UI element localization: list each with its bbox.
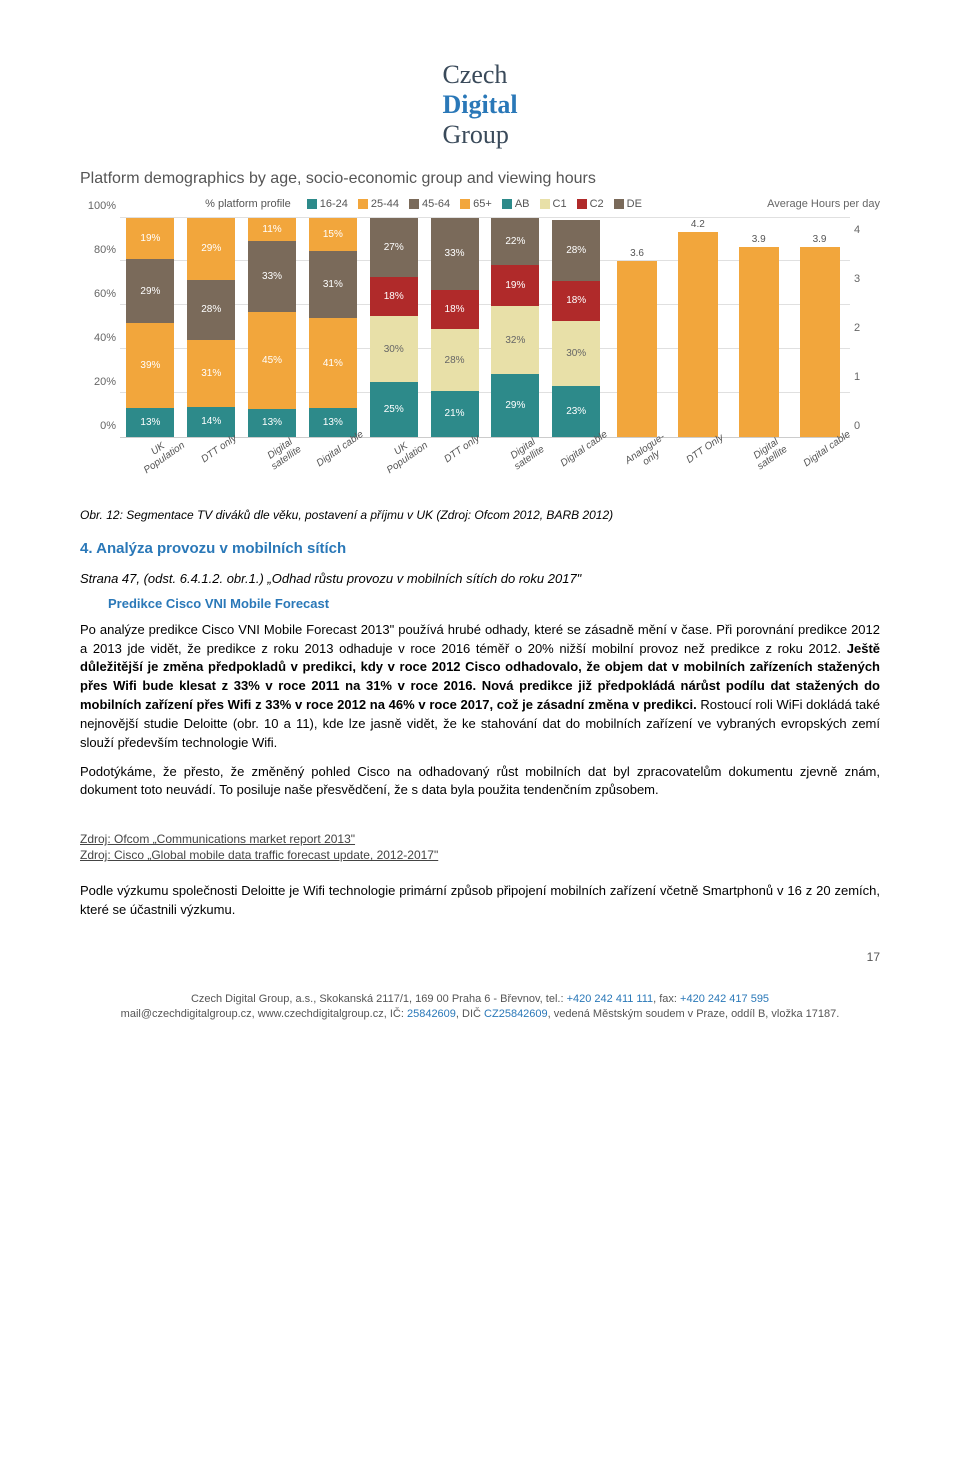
y-axis-left: 0%20%40%60%80%100% [80, 218, 120, 438]
section-heading: 4. Analýza provozu v mobilních sítích [80, 540, 880, 557]
legend-item: C2 [577, 198, 604, 210]
legend-item: C1 [540, 198, 567, 210]
bar-group: 13%41%31%15% [302, 218, 363, 437]
logo-digital: Digital [442, 90, 517, 120]
legend-item: 16-24 [307, 198, 348, 210]
bar-group: 13%39%29%19% [120, 218, 181, 437]
chart-legend: % platform profile 16-24 25-44 45-64 65+ AB C… [205, 198, 642, 210]
x-axis-labels: UK PopulationDTT onlyDigital satelliteDi… [120, 438, 850, 488]
chart-container: Platform demographics by age, socio-econ… [80, 170, 880, 488]
paragraph-1: Po analýze predikce Cisco VNI Mobile For… [80, 621, 880, 753]
page-reference: Strana 47, (odst. 6.4.1.2. obr.1.) „Odha… [80, 571, 880, 586]
legend-item: 45-64 [409, 198, 450, 210]
bar-group: 14%31%28%29% [181, 218, 242, 437]
bar-group: 29%32%19%22% [485, 218, 546, 437]
paragraph-3: Podle výzkumu společnosti Deloitte je Wi… [80, 882, 880, 920]
y-axis-right: 01234 [850, 218, 880, 438]
figure-caption: Obr. 12: Segmentace TV diváků dle věku, … [80, 508, 880, 522]
legend-left-header: % platform profile [205, 198, 291, 210]
legend-item: 65+ [460, 198, 492, 210]
legend-item: 25-44 [358, 198, 399, 210]
paragraph-2: Podotýkáme, že přesto, že změněný pohled… [80, 763, 880, 801]
source-2: Zdroj: Cisco „Global mobile data traffic… [80, 848, 438, 862]
bar-group: 21%28%18%33% [424, 218, 485, 437]
logo-czech: Czech [442, 60, 517, 90]
footer: Czech Digital Group, a.s., Skokanská 211… [0, 984, 960, 1041]
chart-plot: 13%39%29%19%14%31%28%29%13%45%33%11%13%4… [120, 218, 850, 438]
bar-group: 3.9 [789, 218, 850, 437]
bar-group: 23%30%18%28% [546, 218, 607, 437]
chart-title: Platform demographics by age, socio-econ… [80, 170, 880, 188]
bar-group: 3.6 [607, 218, 668, 437]
source-1: Zdroj: Ofcom „Communications market repo… [80, 832, 438, 846]
legend-item: AB [502, 198, 530, 210]
bar-group: 3.9 [728, 218, 789, 437]
bar-group: 13%45%33%11% [242, 218, 303, 437]
subheading: Predikce Cisco VNI Mobile Forecast [108, 596, 880, 611]
legend-item: DE [614, 198, 642, 210]
logo-group: Group [442, 120, 517, 150]
bar-group: 4.2 [667, 218, 728, 437]
legend-right-header: Average Hours per day [767, 198, 880, 210]
page-number: 17 [80, 950, 880, 964]
bar-group: 25%30%18%27% [363, 218, 424, 437]
logo: Czech Digital Group [80, 60, 880, 150]
